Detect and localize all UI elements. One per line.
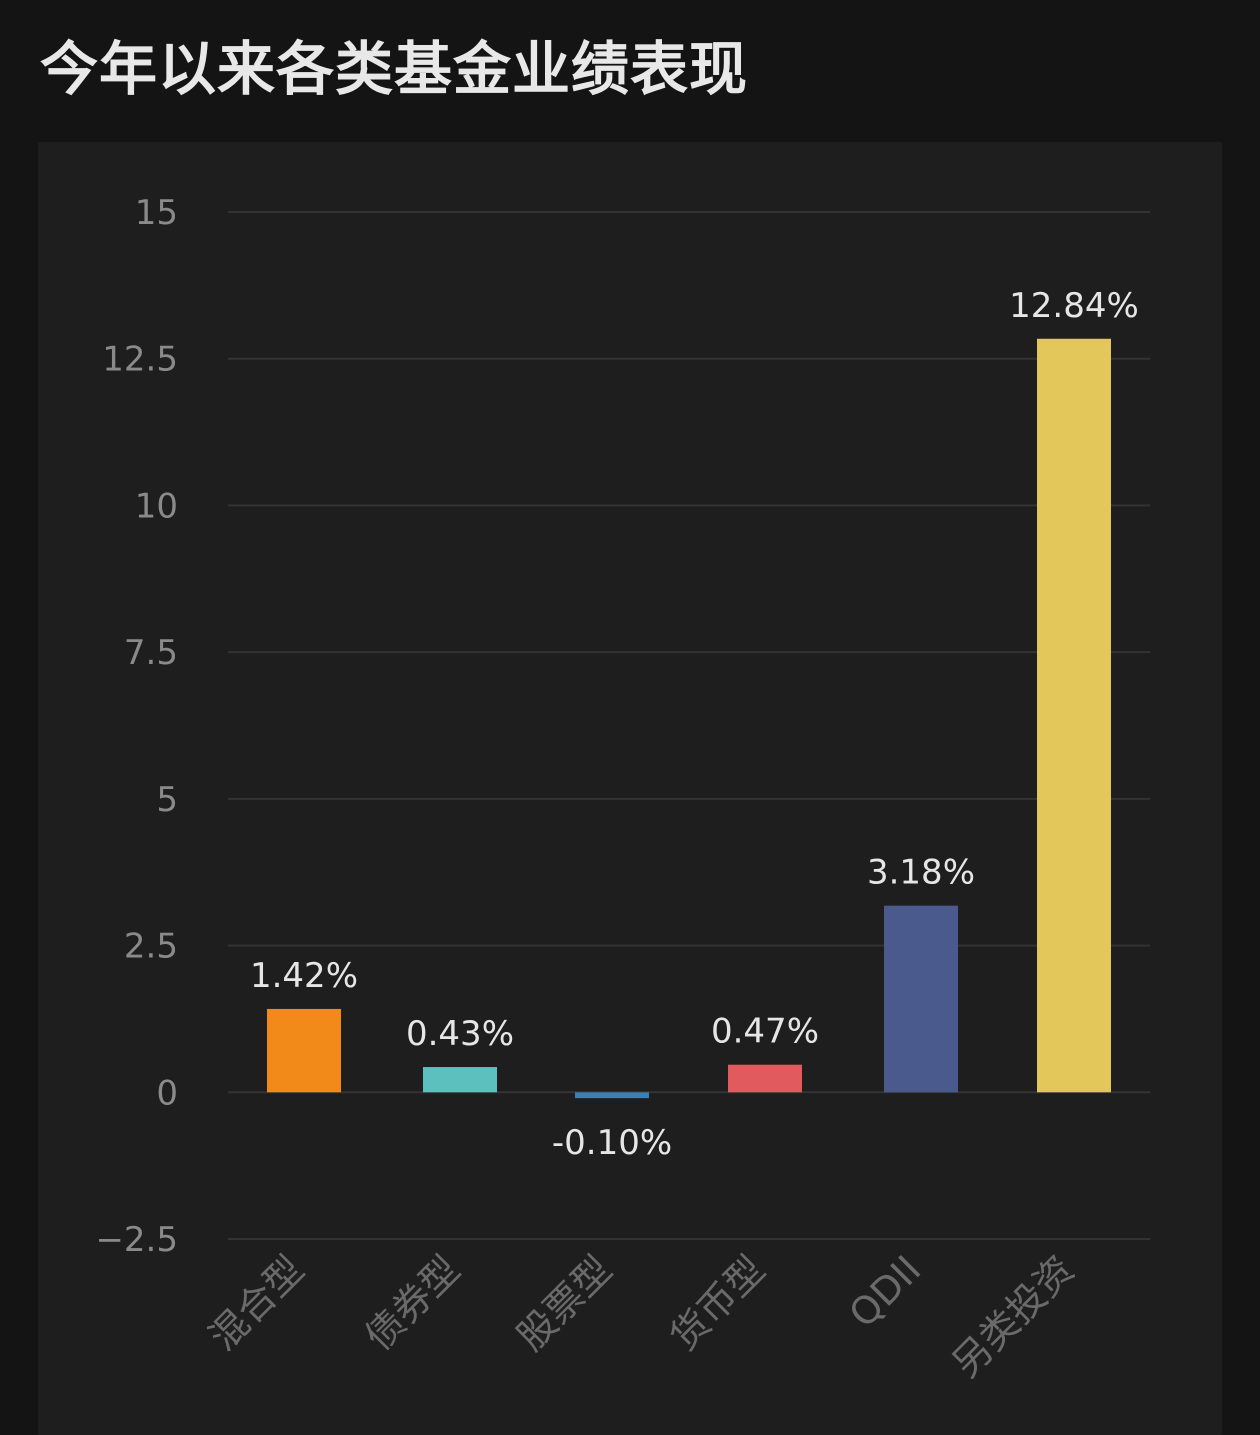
x-tick-label: 货币型 bbox=[662, 1247, 774, 1359]
x-tick-label: 另类投资 bbox=[944, 1247, 1083, 1386]
x-tick-label: 债券型 bbox=[357, 1247, 469, 1359]
y-tick-label: −2.5 bbox=[95, 1220, 178, 1260]
bar bbox=[728, 1064, 802, 1093]
x-tick-label: 股票型 bbox=[509, 1247, 621, 1359]
bar bbox=[884, 905, 958, 1093]
page-title: 今年以来各类基金业绩表现 bbox=[40, 35, 749, 103]
y-tick-label: 10 bbox=[135, 486, 178, 526]
y-tick-label: 12.5 bbox=[102, 340, 178, 380]
data-label: 3.18% bbox=[867, 853, 975, 893]
data-label: 0.43% bbox=[406, 1014, 514, 1054]
bar bbox=[575, 1092, 649, 1099]
chart-panel bbox=[38, 142, 1222, 1435]
data-label: -0.10% bbox=[552, 1123, 672, 1163]
y-tick-label: 2.5 bbox=[124, 927, 178, 967]
bar bbox=[267, 1008, 341, 1093]
y-tick-label: 0 bbox=[156, 1073, 178, 1113]
y-tick-label: 5 bbox=[156, 780, 178, 820]
x-tick-label: QDII bbox=[841, 1247, 930, 1336]
data-label: 1.42% bbox=[250, 956, 358, 996]
bar bbox=[1037, 338, 1111, 1093]
x-tick-label: 混合型 bbox=[201, 1247, 313, 1359]
y-tick-label: 15 bbox=[135, 193, 178, 233]
bar bbox=[423, 1067, 497, 1093]
data-label: 12.84% bbox=[1009, 286, 1139, 326]
data-label: 0.47% bbox=[711, 1012, 819, 1052]
y-tick-label: 7.5 bbox=[124, 633, 178, 673]
